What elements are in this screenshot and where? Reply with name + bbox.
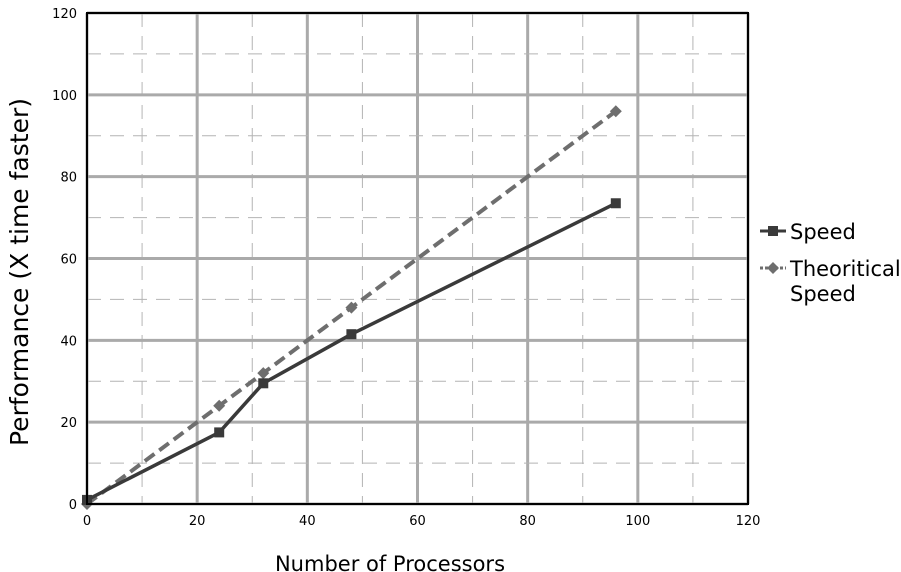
legend-marker-swatch (767, 262, 779, 274)
data-point (610, 198, 621, 209)
y-tick-label: 60 (60, 253, 77, 268)
data-point (257, 367, 270, 380)
grid (85, 11, 750, 506)
legend-label: Theoritical (789, 257, 901, 281)
y-tick-label: 100 (52, 89, 77, 104)
data-point (609, 105, 622, 118)
y-tick-label: 20 (60, 416, 77, 431)
y-tick-label: 80 (60, 171, 77, 186)
plot-frame (86, 12, 749, 505)
x-tick-label: 80 (519, 514, 536, 529)
data-point (346, 329, 357, 340)
series-layer (81, 105, 622, 510)
x-tick-label: 0 (83, 514, 91, 529)
x-tick-label: 120 (736, 514, 761, 529)
tick-labels: 0 20 40 60 80 100 120 0 20 40 60 80 100 120 (52, 7, 760, 529)
y-tick-label: 40 (60, 334, 77, 349)
series-line (86, 201, 617, 502)
y-tick-label: 120 (52, 7, 77, 22)
x-tick-label: 60 (409, 514, 426, 529)
legend-label: Speed (790, 282, 856, 306)
data-point (345, 301, 358, 314)
legend-marker-swatch (768, 226, 778, 236)
y-axis-title: Performance (X time faster) (5, 98, 34, 446)
series-speed (82, 198, 621, 505)
data-point (213, 399, 226, 412)
x-axis-title: Number of Processors (275, 552, 505, 572)
x-tick-label: 40 (299, 514, 316, 529)
data-point (258, 378, 269, 389)
x-tick-label: 100 (625, 514, 650, 529)
y-tick-label: 0 (69, 498, 77, 513)
legend-item: Speed (760, 220, 856, 244)
series-theoritical-speed (81, 105, 622, 510)
x-tick-label: 20 (189, 514, 206, 529)
legend-label: Speed (790, 220, 856, 244)
data-point (214, 427, 225, 438)
